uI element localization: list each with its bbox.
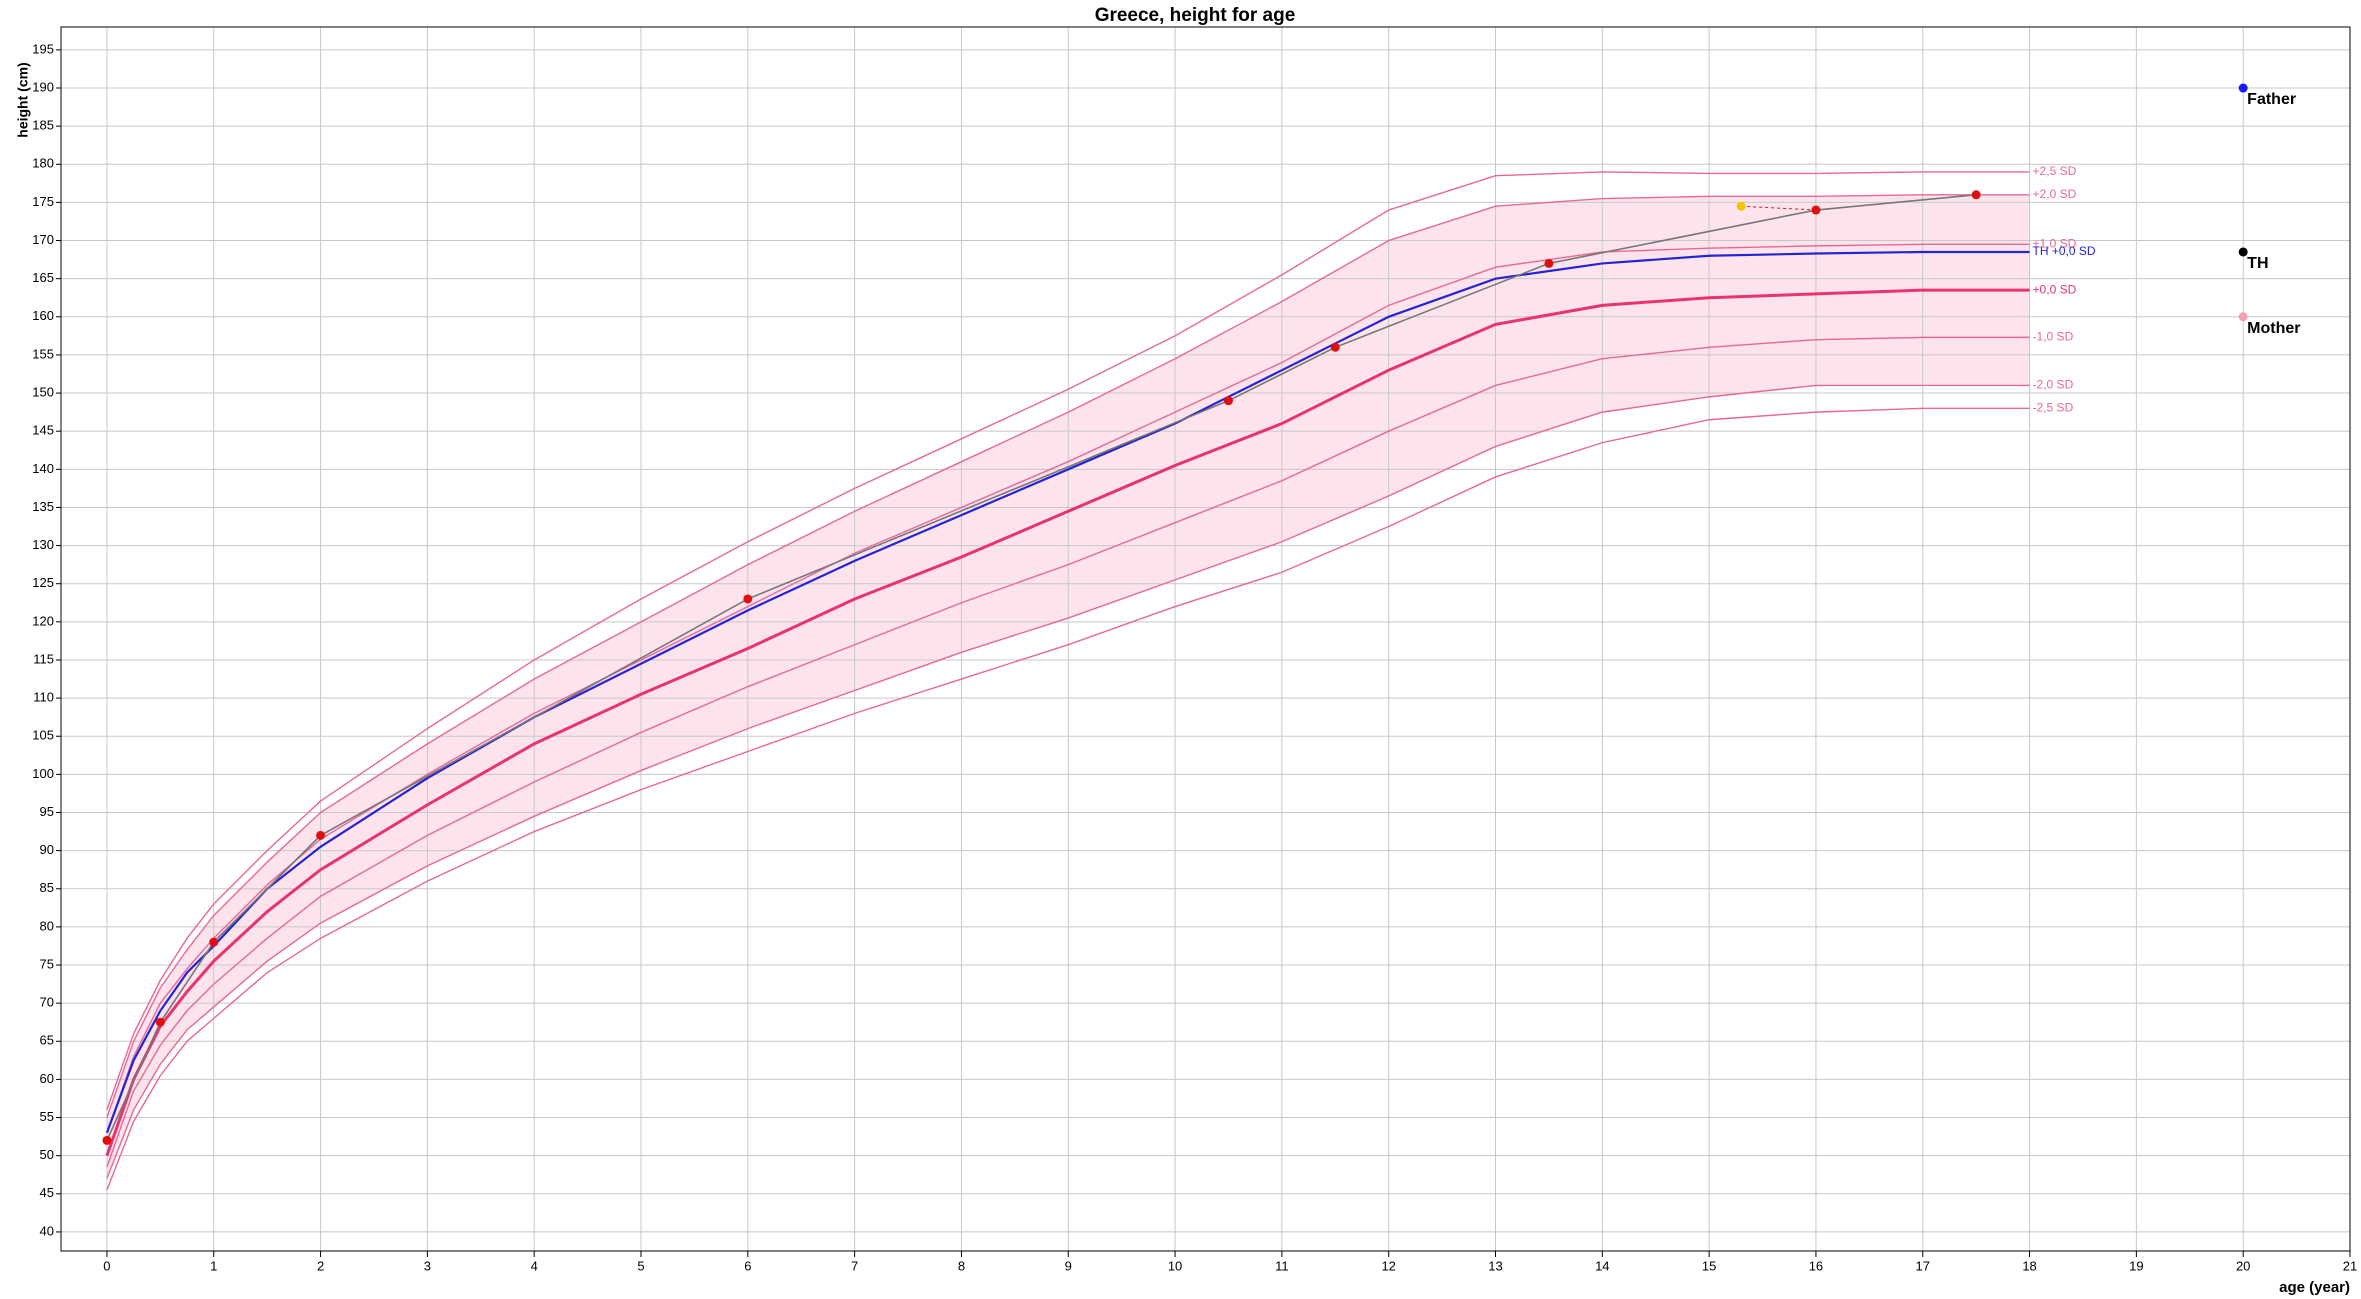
y-tick-label: 130	[32, 537, 54, 552]
y-tick-label: 185	[32, 118, 54, 133]
series-label: -1,0 SD	[2033, 330, 2074, 344]
x-tick-label: 15	[1702, 1258, 1716, 1273]
curve	[106, 243, 2030, 1134]
x-tick-label: 12	[1381, 1258, 1395, 1273]
curve	[106, 336, 2030, 1168]
measurement-point	[102, 1135, 112, 1145]
x-tick-label: 19	[2129, 1258, 2143, 1273]
y-tick-label: 195	[32, 41, 54, 56]
y-tick-label: 120	[32, 613, 54, 628]
measurement-point	[1811, 205, 1821, 215]
measurement-point	[1971, 190, 1981, 200]
x-tick-label: 11	[1275, 1258, 1289, 1273]
measurement-point	[1330, 342, 1340, 352]
y-tick-label: 180	[32, 156, 54, 171]
y-tick-label: 170	[32, 232, 54, 247]
y-axis-label: height (cm)	[15, 62, 31, 137]
series-label: +2,5 SD	[2033, 164, 2077, 178]
x-tick-label: 13	[1488, 1258, 1502, 1273]
parent-label: Father	[2247, 91, 2296, 108]
x-tick-label: 9	[1065, 1258, 1072, 1273]
parent-label: TH	[2247, 255, 2268, 272]
y-tick-label: 135	[32, 499, 54, 514]
y-tick-label: 155	[32, 346, 54, 361]
bone-age-link	[1741, 205, 1816, 211]
x-tick-label: 2	[317, 1258, 324, 1273]
y-tick-label: 70	[40, 995, 54, 1010]
x-tick-label: 7	[851, 1258, 858, 1273]
y-tick-label: 145	[32, 423, 54, 438]
x-tick-label: 0	[103, 1258, 110, 1273]
curve	[105, 288, 2030, 1157]
x-tick-label: 14	[1595, 1258, 1609, 1273]
parent-point	[2238, 247, 2248, 257]
y-tick-label: 75	[40, 956, 54, 971]
y-tick-label: 65	[40, 1033, 54, 1048]
y-tick-label: 55	[40, 1109, 54, 1124]
measurement-point	[209, 937, 219, 947]
x-tick-label: 18	[2022, 1258, 2036, 1273]
x-axis-label: age (year)	[2279, 1279, 2350, 1296]
curve	[106, 407, 2030, 1191]
series-label: +0,0 SD	[2033, 282, 2077, 296]
x-tick-label: 5	[637, 1258, 644, 1273]
series-label: -2,0 SD	[2033, 378, 2074, 392]
measurement-point	[1544, 258, 1554, 268]
bone-age-point	[1736, 201, 1746, 211]
curve	[106, 194, 2030, 1118]
series-label: +2,0 SD	[2033, 187, 2077, 201]
measurement-point	[316, 830, 326, 840]
y-tick-label: 150	[32, 384, 54, 399]
curve	[106, 171, 2030, 1111]
y-tick-label: 40	[40, 1223, 54, 1238]
x-tick-label: 4	[531, 1258, 538, 1273]
x-tick-label: 17	[1916, 1258, 1930, 1273]
x-tick-label: 20	[2236, 1258, 2250, 1273]
y-tick-label: 115	[33, 651, 54, 666]
y-tick-label: 160	[32, 308, 54, 323]
x-tick-label: 1	[210, 1258, 217, 1273]
y-tick-label: 190	[32, 79, 54, 94]
plot-frame	[60, 26, 2351, 1252]
x-tick-label: 6	[744, 1258, 751, 1273]
y-tick-label: 100	[32, 766, 54, 781]
y-tick-label: 105	[32, 728, 54, 743]
y-tick-label: 80	[40, 918, 54, 933]
series-label: +1,0 SD	[2033, 237, 2077, 251]
y-tick-label: 165	[32, 270, 54, 285]
growth-line	[106, 193, 1977, 1141]
y-tick-label: 85	[40, 880, 54, 895]
y-tick-label: 95	[40, 804, 54, 819]
parent-point	[2238, 312, 2248, 322]
measurement-point	[1223, 396, 1233, 406]
parent-point	[2238, 83, 2248, 93]
x-tick-label: 10	[1168, 1258, 1182, 1273]
y-tick-label: 125	[32, 575, 54, 590]
y-tick-label: 50	[40, 1147, 54, 1162]
x-tick-label: 3	[424, 1258, 431, 1273]
x-tick-label: 16	[1809, 1258, 1823, 1273]
y-tick-label: 60	[40, 1071, 54, 1086]
x-tick-label: 21	[2343, 1258, 2357, 1273]
chart-title: Greece, height for age	[1095, 5, 1296, 26]
curve	[106, 384, 2030, 1179]
parent-label: Mother	[2247, 320, 2300, 337]
y-tick-label: 110	[33, 690, 54, 705]
measurement-point	[743, 594, 753, 604]
x-tick-label: 8	[958, 1258, 965, 1273]
measurement-point	[155, 1017, 165, 1027]
y-tick-label: 140	[32, 461, 54, 476]
y-tick-label: 175	[32, 194, 54, 209]
series-label: -2,5 SD	[2033, 400, 2074, 414]
y-tick-label: 45	[40, 1185, 54, 1200]
y-tick-label: 90	[40, 842, 54, 857]
series-label: TH +0,0 SD	[2033, 244, 2096, 258]
